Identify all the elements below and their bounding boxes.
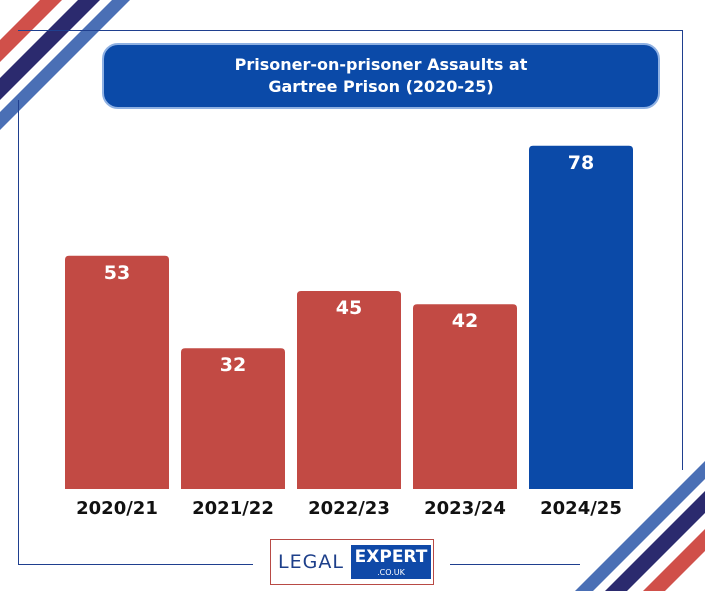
legal-expert-logo: LEGAL EXPERT .CO.UK xyxy=(270,539,434,585)
frame-bottom-left-line xyxy=(18,564,253,565)
logo-couk-text: .CO.UK xyxy=(377,568,405,577)
bar-2020-21 xyxy=(65,255,169,489)
frame-left-line xyxy=(18,100,19,565)
chart-subtitle: Gartree Prison (2020-25) xyxy=(268,77,494,96)
frame-bottom-right-line xyxy=(450,564,580,565)
frame-top-line xyxy=(18,30,683,31)
bar-value-label: 45 xyxy=(336,297,362,319)
bar-2022-23 xyxy=(297,291,401,489)
x-tick-label: 2022/23 xyxy=(308,498,390,519)
logo-expert-box: EXPERT .CO.UK xyxy=(351,545,431,579)
bar-2024-25 xyxy=(529,145,633,490)
frame-right-line xyxy=(682,30,683,470)
chart-title: Prisoner-on-prisoner Assaults at xyxy=(234,55,528,74)
bar-2021-22 xyxy=(181,348,285,489)
logo-legal-text: LEGAL xyxy=(278,551,344,573)
x-tick-label: 2021/22 xyxy=(192,498,274,519)
bar-value-label: 32 xyxy=(220,354,246,376)
bar-2023-24 xyxy=(413,304,517,489)
bar-value-label: 78 xyxy=(568,152,594,174)
bar-value-label: 42 xyxy=(452,310,478,332)
corner-decoration-bottom-right xyxy=(575,461,705,591)
x-tick-label: 2024/25 xyxy=(540,498,622,519)
bar-value-label: 53 xyxy=(104,262,130,284)
x-tick-label: 2020/21 xyxy=(76,498,158,519)
corner-decoration-top-left xyxy=(0,0,130,130)
chart-title-box: Prisoner-on-prisoner Assaults at Gartree… xyxy=(102,43,660,109)
logo-expert-text: EXPERT xyxy=(354,547,428,567)
x-tick-label: 2023/24 xyxy=(424,498,506,519)
